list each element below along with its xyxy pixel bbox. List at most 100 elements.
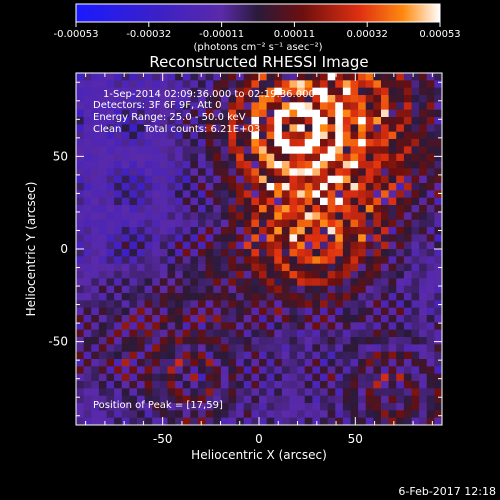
heatmap-cell [434,366,442,375]
heatmap-cell [175,278,184,287]
heatmap-cell [251,351,260,360]
heatmap-cell [98,87,108,96]
heatmap-cell [251,256,260,265]
heatmap-cell [358,337,367,345]
heatmap-cell [220,315,230,323]
heatmap-cell [175,271,184,279]
heatmap-cell [76,263,85,272]
heatmap-cell [144,263,153,272]
heatmap-cell [266,293,275,301]
heatmap-cell [220,263,230,272]
heatmap-cell [342,271,352,279]
heatmap-cell [259,300,268,309]
heatmap-cell [312,241,321,250]
heatmap-cell [114,205,123,213]
heatmap-cell [175,395,184,404]
heatmap-cell [198,87,207,96]
heatmap-cell [144,212,153,221]
heatmap-cell [297,95,306,103]
heatmap-cell [121,351,130,360]
heatmap-cell [121,80,130,89]
heatmap-cell [373,102,382,111]
heatmap-cell [419,249,428,257]
heatmap-cell [312,212,321,221]
heatmap-cell [144,293,153,301]
heatmap-cell [213,300,222,309]
heatmap-cell [198,234,207,243]
heatmap-cell [312,263,321,272]
heatmap-cell [190,300,199,309]
heatmap-cell [159,197,169,206]
heatmap-cell [297,175,306,184]
heatmap-cell [274,395,283,404]
heatmap-cell [236,388,245,397]
heatmap-cell [312,124,321,133]
heatmap-cell [152,381,161,389]
heatmap-cell [335,307,344,316]
heatmap-cell [213,241,222,250]
heatmap-cell [426,102,435,111]
heatmap-cell [259,359,268,367]
heatmap-cell [152,256,161,265]
heatmap-cell [137,395,146,404]
heatmap-cell [243,417,252,425]
heatmap-cell [83,80,92,89]
heatmap-cell [373,359,382,367]
heatmap-cell [297,153,306,162]
heatmap-cell [114,263,123,272]
heatmap-cell [266,227,275,235]
heatmap-cell [381,337,390,345]
heatmap-cell [419,271,428,279]
heatmap-cell [289,256,298,265]
heatmap-cell [243,102,252,111]
heatmap-cell [220,124,230,133]
heatmap-cell [426,234,435,243]
heatmap-cell [129,212,138,221]
heatmap-cell [381,381,390,389]
heatmap-cell [426,168,435,177]
heatmap-cell [373,205,382,213]
heatmap-cell [198,300,207,309]
heatmap-cell [350,139,359,147]
heatmap-cell [365,219,374,228]
heatmap-cell [381,168,390,177]
heatmap-cell [144,117,153,125]
y-tick-label: -50 [48,335,68,349]
heatmap-cell [198,366,207,375]
heatmap-cell [281,109,291,118]
heatmap-cell [236,175,245,184]
heatmap-cell [365,271,374,279]
heatmap-cell [396,300,405,309]
heatmap-cell [373,395,382,404]
heatmap-cell [159,285,169,294]
heatmap-cell [281,227,291,235]
heatmap-cell [121,388,130,397]
heatmap-cell [76,344,85,353]
heatmap-cell [320,271,329,279]
heatmap-cell [426,278,435,287]
heatmap-cell [312,175,321,184]
heatmap-cell [205,190,214,199]
heatmap-cell [98,234,108,243]
heatmap-cell [83,146,92,155]
heatmap-cell [114,161,123,169]
heatmap-cell [396,271,405,279]
heatmap-cell [167,241,176,250]
heatmap-cell [251,175,260,184]
heatmap-cell [236,212,245,221]
heatmap-cell [76,219,85,228]
heatmap-cell [289,278,298,287]
heatmap-cell [144,337,153,345]
heatmap-cell [350,373,359,382]
heatmap-cell [297,285,306,294]
heatmap-cell [373,124,382,133]
heatmap-cell [411,263,420,272]
heatmap-cell [144,256,153,265]
heatmap-cell [274,256,283,265]
heatmap-cell [335,417,344,425]
heatmap-cell [426,329,435,338]
heatmap-cell [121,417,130,425]
heatmap-cell [381,410,390,419]
heatmap-cell [236,329,245,338]
heatmap-cell [220,205,230,213]
